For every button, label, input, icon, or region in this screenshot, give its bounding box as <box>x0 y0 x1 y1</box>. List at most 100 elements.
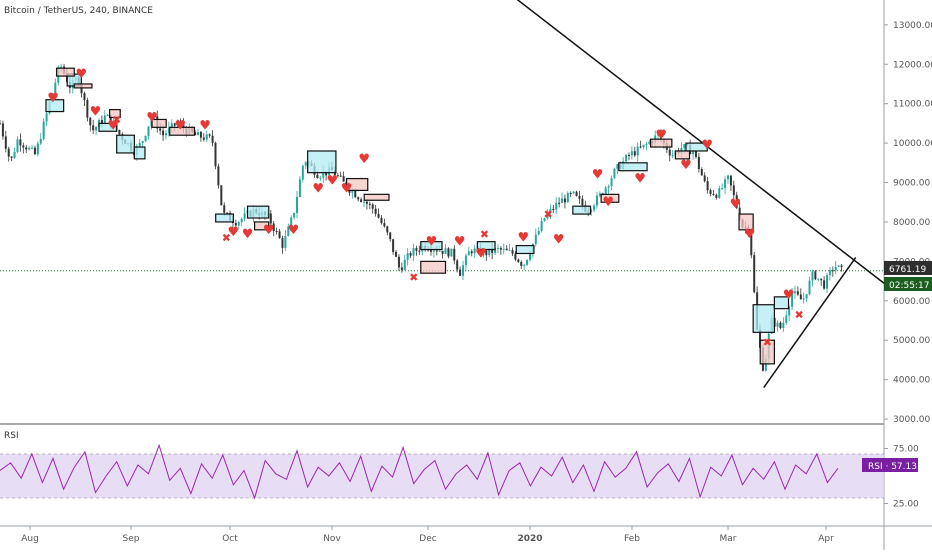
candle-body <box>357 197 360 200</box>
candle-body <box>10 156 13 158</box>
heart-signal-icon: ♥ <box>426 235 438 250</box>
candle-body <box>729 175 732 186</box>
demand-box <box>773 296 790 310</box>
candle-body <box>118 130 121 135</box>
candle-body <box>578 195 581 199</box>
candle-body <box>491 248 494 253</box>
candle-body <box>759 329 762 348</box>
supply-box <box>420 260 447 274</box>
supply-box <box>73 83 93 89</box>
candle-body <box>668 149 671 156</box>
heart-signal-icon: ♥ <box>175 118 187 133</box>
candle-body <box>496 247 499 249</box>
rsi-layer <box>0 443 884 500</box>
candle-body <box>593 205 596 210</box>
time-axis-tick-label: 2020 <box>517 534 542 544</box>
heart-signal-icon: ♥ <box>602 195 614 210</box>
candle-body <box>561 198 564 203</box>
candle-body <box>365 201 368 204</box>
candle-body <box>820 278 823 281</box>
candle-body <box>182 123 185 129</box>
candle-body <box>581 198 584 206</box>
candle-body <box>467 251 470 256</box>
candle-body <box>281 238 284 248</box>
candle-body <box>164 133 167 136</box>
heart-signal-icon: ♥ <box>75 67 87 82</box>
time-axis-tick-label: Sep <box>123 534 140 544</box>
candle-body <box>450 248 453 257</box>
candle-body <box>648 141 651 144</box>
candle-body <box>447 248 450 257</box>
candle-body <box>39 138 42 144</box>
candle-body <box>13 151 16 158</box>
candle-body <box>572 191 575 194</box>
candle-body <box>808 280 811 295</box>
candle-body <box>598 193 601 196</box>
candle-body <box>604 187 607 195</box>
countdown-badge: 02:55:17 <box>884 277 932 291</box>
axis-layer: 3000.004000.005000.006000.007000.008000.… <box>21 21 932 544</box>
candle-body <box>479 247 482 256</box>
candle-body <box>805 294 808 299</box>
candle-body <box>368 203 371 205</box>
candle-body <box>683 143 686 149</box>
candle-body <box>33 147 36 155</box>
support-trendline <box>763 256 857 388</box>
heart-signal-icon: ♥ <box>634 172 646 187</box>
candle-body <box>613 168 616 179</box>
heart-signal-icon: ♥ <box>680 158 692 173</box>
candle-body <box>555 202 558 210</box>
candle-body <box>727 175 729 180</box>
candle-body <box>360 199 363 202</box>
candle-body <box>660 134 663 140</box>
price-axis-tick-label: 6000.00 <box>893 297 930 307</box>
candle-body <box>700 169 703 176</box>
heart-signal-icon: ♥ <box>288 223 300 238</box>
candle-body <box>86 99 89 118</box>
heart-signal-icon: ♥ <box>146 110 158 125</box>
candle-body <box>412 248 415 256</box>
candle-body <box>284 235 287 248</box>
candle-body <box>636 146 639 156</box>
candle-body <box>616 164 619 169</box>
price-axis-tick-label: 4000.00 <box>893 376 930 386</box>
candle-body <box>208 134 211 136</box>
candle-body <box>514 253 517 260</box>
candle-body <box>625 154 628 162</box>
candle-body <box>83 93 86 100</box>
heart-signal-icon: ♥ <box>454 235 466 250</box>
candle-body <box>444 248 447 254</box>
candle-body <box>415 248 418 251</box>
heart-signal-icon: ♥ <box>783 288 795 303</box>
candle-body <box>179 123 182 125</box>
candle-body <box>785 315 788 323</box>
candle-body <box>523 264 526 266</box>
candle-body <box>141 141 144 144</box>
candle-body <box>409 253 412 256</box>
time-axis-tick-label: Dec <box>419 534 436 544</box>
candle-body <box>435 250 438 252</box>
candle-body <box>36 143 39 155</box>
rsi-value-badge: RSI · 57.13 <box>862 458 918 472</box>
price-axis-tick-label: 9000.00 <box>893 179 930 189</box>
candle-body <box>153 116 156 118</box>
candle-body <box>831 270 834 272</box>
candle-body <box>51 93 54 103</box>
heart-signal-icon: ♥ <box>199 118 211 133</box>
heart-signal-icon: ♥ <box>312 181 324 196</box>
demand-box <box>515 244 535 255</box>
candle-body <box>406 253 409 260</box>
candle-body <box>371 204 374 209</box>
candle-body <box>473 248 476 254</box>
candle-body <box>645 143 648 145</box>
candle-body <box>106 114 109 116</box>
candle-body <box>202 137 205 140</box>
candle-body <box>811 271 814 281</box>
candle-body <box>697 156 700 170</box>
candle-body <box>0 123 1 125</box>
rsi-band <box>0 454 884 498</box>
candle-body <box>438 250 441 252</box>
heart-signal-icon: ♥ <box>592 168 604 183</box>
